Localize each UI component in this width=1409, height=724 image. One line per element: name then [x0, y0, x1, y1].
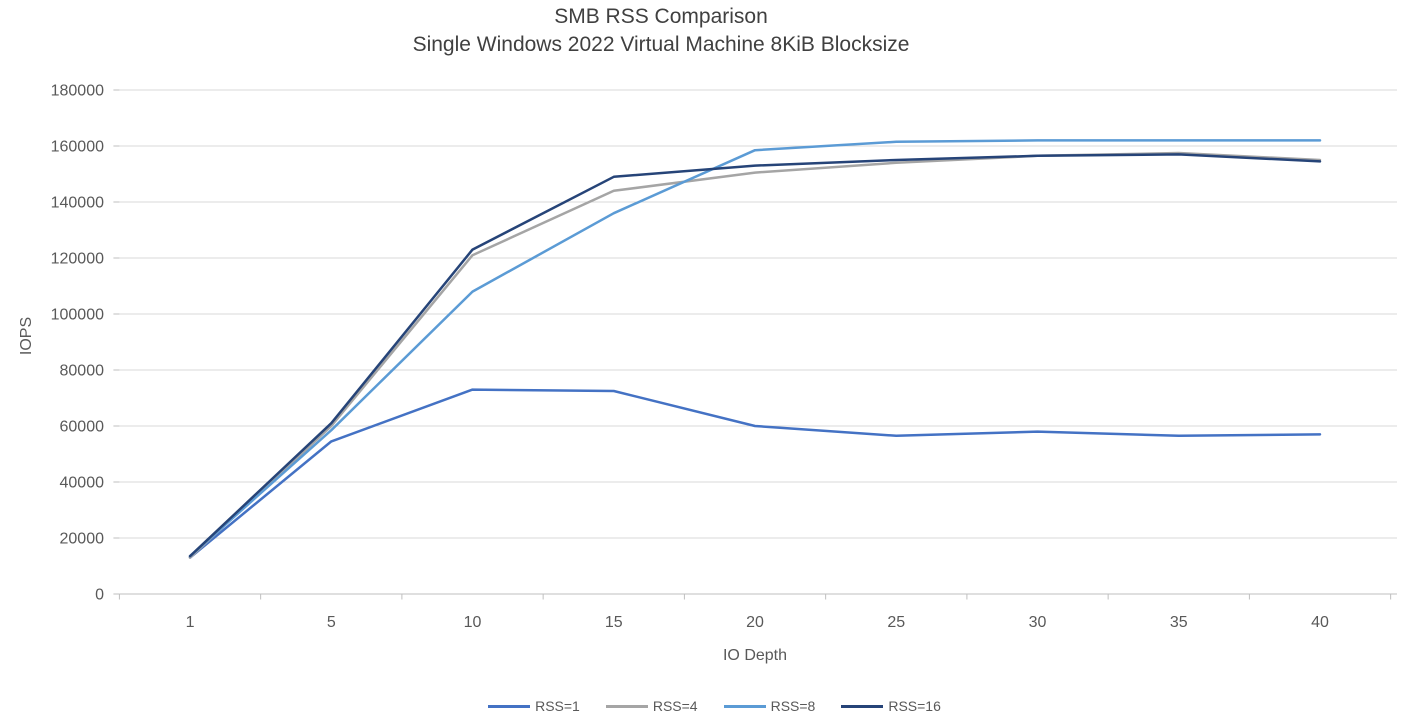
y-axis-title: IOPS	[18, 316, 35, 356]
x-tick-label: 10	[464, 614, 482, 631]
y-tick-label: 140000	[51, 195, 104, 212]
legend: RSS=1 RSS=4 RSS=8 RSS=16	[0, 698, 1409, 714]
x-tick-label: 20	[746, 614, 764, 631]
series-line-rss-1	[188, 388, 1322, 559]
legend-label: RSS=16	[888, 698, 941, 714]
y-tick-label: 180000	[51, 83, 104, 100]
chart-subtitle: Single Windows 2022 Virtual Machine 8KiB…	[412, 33, 910, 56]
legend-swatch-rss-1	[488, 704, 531, 708]
legend-swatch-rss-8	[723, 704, 766, 708]
y-tick-label: 20000	[60, 531, 105, 548]
legend-label: RSS=4	[652, 698, 698, 714]
legend-label: RSS=1	[535, 698, 580, 714]
x-tick-label: 15	[605, 614, 623, 631]
legend-swatch-rss-16	[841, 704, 884, 708]
x-axis-title: IO Depth	[722, 647, 788, 664]
y-tick-label: 60000	[60, 419, 105, 436]
y-tick-label: 80000	[60, 363, 105, 380]
y-tick-label: 120000	[51, 251, 104, 268]
legend-swatch-rss-4	[605, 704, 648, 708]
x-tick-label: 30	[1029, 614, 1047, 631]
series-line-rss-4	[188, 151, 1322, 559]
legend-item-rss-8: RSS=8	[723, 698, 816, 714]
chart-title-block: SMB RSS Comparison Single Windows 2022 V…	[0, 3, 1322, 59]
y-tick-label: 160000	[51, 139, 104, 156]
x-tick-label: 35	[1170, 614, 1188, 631]
legend-item-rss-16: RSS=16	[841, 698, 941, 714]
y-tick-label: 40000	[60, 475, 105, 492]
x-tick-label: 25	[887, 614, 905, 631]
x-tick-label: 1	[186, 614, 195, 631]
y-tick-label: 100000	[51, 307, 104, 324]
series-line-rss-16	[188, 153, 1322, 558]
x-tick-label: 40	[1311, 614, 1329, 631]
y-tick-label: 0	[95, 587, 104, 604]
legend-label: RSS=8	[770, 698, 816, 714]
legend-item-rss-1: RSS=1	[488, 698, 580, 714]
series-line-rss-8	[188, 139, 1322, 558]
legend-item-rss-4: RSS=4	[605, 698, 698, 714]
chart-title: SMB RSS Comparison	[554, 5, 768, 28]
x-tick-label: 5	[327, 614, 336, 631]
